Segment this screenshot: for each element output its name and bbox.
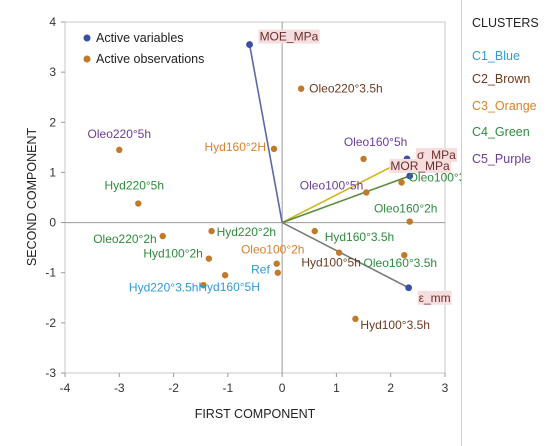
- y-tick-label: 3: [49, 65, 56, 79]
- observation-point-oleo220-5h: [116, 146, 123, 154]
- plot-frame: [64, 21, 446, 374]
- cluster-c5-purple: C5_Purple: [472, 152, 532, 166]
- observation-label-hyd220-5h: Hyd220°5h: [105, 179, 165, 193]
- axes-layer: -4 -3 -2 -1 0 1 2 3 -3 -2 -1 0 1 2 3 4: [45, 15, 448, 395]
- legend-marker-variables: [83, 34, 91, 42]
- observation-point-hyd100-5h: [335, 249, 343, 256]
- legend-marker-observations: [83, 55, 91, 63]
- variable-point-mor-mpa: [406, 172, 414, 180]
- y-tick-label: 1: [49, 165, 56, 179]
- variable-label-mpa: σ_MPa: [417, 148, 456, 162]
- y-tick-label: 4: [49, 15, 56, 29]
- x-tick-label: -1: [223, 381, 234, 395]
- observation-point-hyd160-5h: [221, 272, 229, 279]
- observation-label-hyd160-2h: Hyd160°2H: [205, 140, 267, 154]
- observation-point-oleo100-3-5h: [398, 179, 405, 186]
- observation-label-oleo160-5h: Oleo160°5h: [344, 135, 408, 149]
- observation-label-oleo220-3-5h: Oleo220°3.5h: [309, 82, 383, 96]
- x-tick-label: 3: [442, 381, 449, 395]
- x-tick-label: -2: [168, 381, 179, 395]
- observation-point-hyd100-3-5h: [352, 315, 359, 323]
- observation-label-hyd100-2h: Hyd100°2h: [143, 247, 203, 261]
- variable-label-mor-mpa: MOR_MPa: [390, 159, 450, 173]
- observation-point-hyd160-3-5h: [311, 227, 318, 235]
- vector-mm: [281, 221, 409, 289]
- observation-point-ref: [274, 269, 281, 276]
- observation-label-hyd220-3-5h: Hyd220°3.5h: [129, 280, 199, 294]
- vector-moe-mpa: [248, 44, 283, 223]
- observation-label-hyd160-5h: Hyd160°5H: [198, 280, 260, 294]
- y-tick-label: -2: [45, 316, 56, 330]
- x-axis-title: FIRST COMPONENT: [195, 407, 316, 421]
- observation-label-ref: Ref: [251, 263, 270, 277]
- cluster-c1-blue: C1_Blue: [472, 49, 520, 63]
- y-axis-title: SECOND COMPONENT: [25, 128, 39, 267]
- observation-label-hyd100-5h: Hyd100°5h: [301, 256, 361, 270]
- variable-label-bg: [416, 147, 458, 162]
- variable-label-moe-mpa: MOE_MPa: [260, 30, 319, 44]
- observation-point-oleo160-2h: [406, 218, 413, 225]
- observation-label-oleo160-3-5h: Oleo160°3.5h: [364, 256, 438, 270]
- clusters-title: CLUSTERS: [472, 16, 539, 30]
- vector-layer: [248, 44, 410, 289]
- clusters-legend: CLUSTERS C1_Blue C2_Brown C3_Orange C4_G…: [461, 0, 550, 446]
- x-tick-label: 2: [387, 381, 394, 395]
- legend-label-variables: Active variables: [96, 31, 184, 45]
- observation-point-hyd220-2h: [208, 227, 215, 235]
- observation-label-hyd220-2h: Hyd220°2h: [217, 225, 277, 239]
- x-tick-label: -3: [114, 381, 125, 395]
- variable-point-moe-mpa: [246, 41, 253, 48]
- point-layer: [116, 41, 414, 323]
- y-tick-label: -3: [45, 366, 56, 380]
- observation-label-oleo220-5h: Oleo220°5h: [88, 127, 152, 141]
- observation-label-oleo100-5h: Oleo100°5h: [300, 178, 364, 192]
- vector-mor-mpa: [281, 175, 410, 224]
- x-tick-label: -4: [60, 381, 71, 395]
- observation-label-oleo220-2h: Oleo220°2h: [93, 232, 157, 246]
- observation-label-oleo100-2h: Oleo100°2h: [241, 243, 305, 257]
- observation-point-hyd160-2h: [270, 145, 278, 153]
- x-tick-label: 0: [279, 381, 286, 395]
- variable-label-bg: [258, 29, 320, 44]
- observation-point-oleo160-3-5h: [401, 251, 408, 259]
- observation-point-oleo220-3-5h: [297, 85, 305, 92]
- observation-point-oleo100-2h: [273, 260, 280, 267]
- observation-label-hyd100-3-5h: Hyd100°3.5h: [360, 318, 430, 332]
- variable-label-mm: ε_mm: [419, 291, 451, 305]
- variable-point-mm: [405, 284, 413, 292]
- x-tick-label: 1: [333, 381, 340, 395]
- variable-label-bg: [417, 290, 452, 305]
- observation-label-oleo160-2h: Oleo160°2h: [374, 202, 438, 216]
- cluster-c2-brown: C2_Brown: [472, 72, 531, 86]
- vector-mpa: [281, 158, 408, 224]
- cluster-c4-green: C4_Green: [472, 125, 530, 139]
- observation-point-hyd100-2h: [205, 255, 213, 262]
- y-tick-label: 2: [49, 115, 56, 129]
- observation-point-oleo100-5h: [363, 189, 370, 196]
- y-tick-label: 0: [49, 216, 56, 230]
- observation-point-oleo220-2h: [159, 232, 166, 240]
- cluster-c3-orange: C3_Orange: [472, 99, 537, 113]
- observation-point-hyd220-3-5h: [200, 282, 207, 289]
- observation-label-hyd160-3-5h: Hyd160°3.5h: [325, 230, 395, 244]
- y-tick-label: -1: [45, 266, 56, 280]
- observation-point-oleo160-5h: [360, 155, 367, 163]
- legend: Active variables Active observations: [83, 31, 204, 66]
- variable-label-bg: [389, 158, 452, 173]
- observation-point-hyd220-5h: [135, 200, 142, 207]
- legend-label-observations: Active observations: [96, 52, 204, 66]
